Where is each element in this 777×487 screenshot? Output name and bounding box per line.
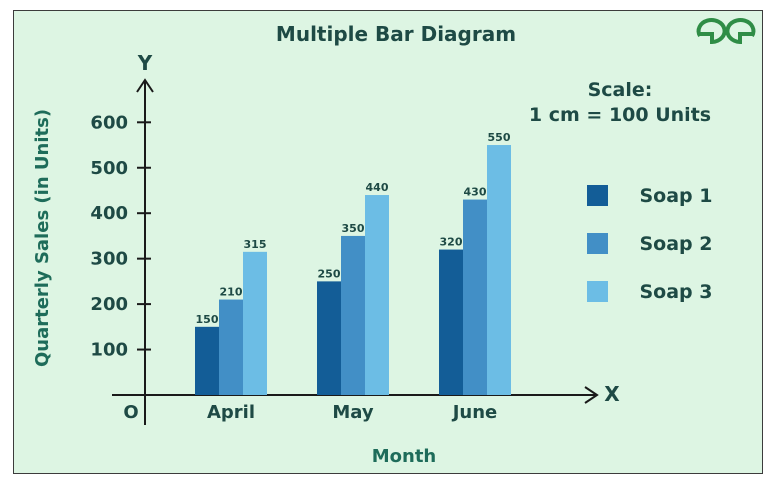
data-label: 440	[366, 181, 389, 194]
bar-june-series-1	[439, 249, 463, 395]
legend-swatch	[587, 281, 608, 302]
legend-label: Soap 2	[640, 233, 713, 255]
chart-title: Multiple Bar Diagram	[276, 22, 516, 46]
data-label: 250	[318, 267, 341, 280]
bar-june-series-2	[463, 199, 487, 395]
x-axis-letter: X	[604, 382, 620, 406]
x-tick-label: May	[332, 402, 374, 423]
data-label: 550	[488, 131, 511, 144]
data-label: 430	[464, 186, 487, 199]
legend-label: Soap 3	[640, 281, 713, 303]
bar-april-series-3	[243, 251, 267, 395]
x-tick-label: June	[451, 402, 498, 423]
y-tick-label: 500	[90, 158, 128, 179]
bar-may-series-3	[365, 195, 389, 395]
y-tick-label: 100	[90, 340, 128, 361]
y-ticks: 100 200 300 400 500 600	[90, 112, 151, 361]
legend-swatch	[587, 233, 608, 254]
bar-may-series-1	[317, 281, 341, 395]
data-label: 210	[220, 286, 243, 299]
data-label: 350	[342, 222, 365, 235]
data-labels: 150 210 315 250 350 440 320 430 550	[196, 131, 511, 326]
x-tick-label: April	[207, 402, 255, 423]
x-axis-label: Month	[372, 446, 437, 467]
category-labels: April May June	[207, 402, 497, 423]
bar-april-series-2	[219, 299, 243, 395]
data-label: 150	[196, 313, 219, 326]
bar-april-series-1	[195, 326, 219, 395]
y-axis-arrow	[136, 78, 154, 93]
y-tick-label: 200	[90, 294, 128, 315]
scale-title: Scale:	[588, 79, 653, 101]
bar-may-series-2	[341, 235, 365, 395]
legend-label: Soap 1	[640, 185, 713, 207]
x-axis-arrow	[584, 386, 599, 404]
y-tick-label: 600	[90, 112, 128, 133]
legend-swatch	[587, 185, 608, 206]
legend: Soap 1 Soap 2 Soap 3	[587, 185, 713, 303]
y-tick-label: 400	[90, 203, 128, 224]
gfg-logo-icon	[696, 18, 756, 45]
data-label: 315	[244, 238, 267, 251]
y-axis-letter: Y	[137, 51, 153, 75]
bars	[195, 145, 511, 395]
y-tick-label: 300	[90, 249, 128, 270]
y-axis-label: Quarterly Sales (in Units)	[32, 109, 53, 367]
scale-value: 1 cm = 100 Units	[529, 104, 711, 126]
origin-label: O	[123, 402, 138, 423]
bar-june-series-3	[487, 145, 511, 395]
data-label: 320	[440, 236, 463, 249]
